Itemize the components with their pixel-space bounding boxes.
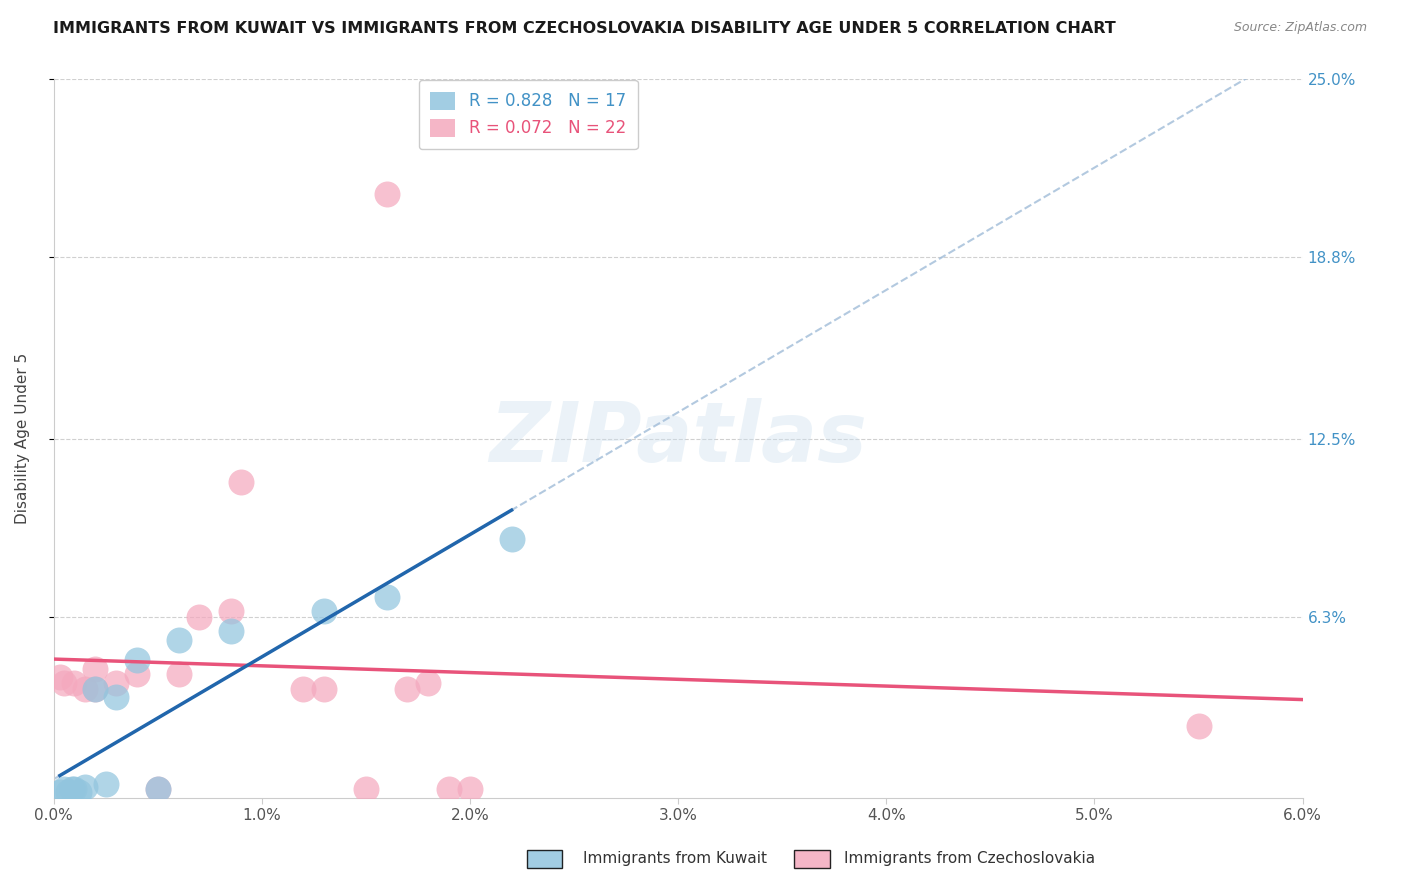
Point xyxy=(354,782,377,797)
Point xyxy=(63,782,86,797)
Legend: R = 0.828   N = 17, R = 0.072   N = 22: R = 0.828 N = 17, R = 0.072 N = 22 xyxy=(419,80,638,149)
Point xyxy=(167,632,190,647)
Point xyxy=(125,653,148,667)
Y-axis label: Disability Age Under 5: Disability Age Under 5 xyxy=(15,353,30,524)
Point xyxy=(219,624,242,639)
Point xyxy=(314,604,336,618)
Point xyxy=(146,782,169,797)
Point xyxy=(94,777,117,791)
Point xyxy=(60,782,83,797)
Point xyxy=(1187,719,1209,733)
Point xyxy=(67,785,90,799)
Point xyxy=(53,782,76,797)
Point xyxy=(73,681,96,696)
Text: IMMIGRANTS FROM KUWAIT VS IMMIGRANTS FROM CZECHOSLOVAKIA DISABILITY AGE UNDER 5 : IMMIGRANTS FROM KUWAIT VS IMMIGRANTS FRO… xyxy=(53,21,1116,36)
Point xyxy=(73,780,96,794)
Point xyxy=(501,532,523,546)
Text: ZIPatlas: ZIPatlas xyxy=(489,398,868,479)
Point xyxy=(396,681,419,696)
Point xyxy=(292,681,315,696)
Point xyxy=(125,667,148,681)
Point xyxy=(418,676,440,690)
Point xyxy=(437,782,460,797)
Point xyxy=(84,662,107,676)
Point xyxy=(105,676,128,690)
Point xyxy=(188,610,211,624)
Point xyxy=(63,676,86,690)
Text: Immigrants from Czechoslovakia: Immigrants from Czechoslovakia xyxy=(844,851,1095,865)
Point xyxy=(84,681,107,696)
Text: Immigrants from Kuwait: Immigrants from Kuwait xyxy=(583,851,768,865)
Point xyxy=(146,782,169,797)
Point xyxy=(219,604,242,618)
Point xyxy=(375,187,398,202)
Text: Source: ZipAtlas.com: Source: ZipAtlas.com xyxy=(1233,21,1367,34)
Point xyxy=(56,785,79,799)
Point xyxy=(229,475,252,489)
Point xyxy=(84,681,107,696)
Point xyxy=(375,590,398,604)
Point xyxy=(314,681,336,696)
Point xyxy=(105,690,128,705)
Point xyxy=(458,782,481,797)
Point xyxy=(49,670,72,684)
Point xyxy=(53,676,76,690)
Point xyxy=(49,785,72,799)
Point xyxy=(167,667,190,681)
